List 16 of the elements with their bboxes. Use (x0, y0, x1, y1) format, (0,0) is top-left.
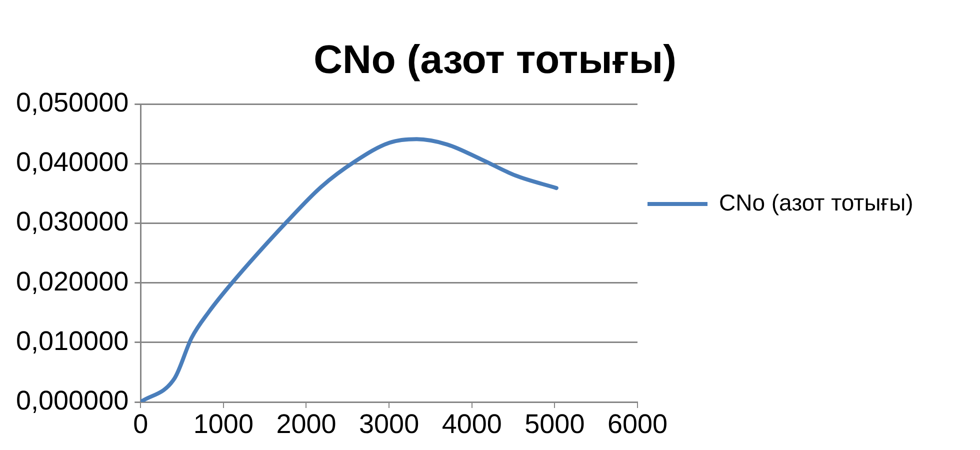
y-tick-label: 0,000000 (16, 385, 129, 416)
x-tick-label: 4000 (442, 408, 502, 439)
x-tick-label: 0 (133, 408, 148, 439)
y-tick-label: 0,050000 (16, 87, 129, 118)
x-tick-label: 3000 (359, 408, 420, 439)
x-tick-label: 2000 (276, 408, 336, 439)
y-tick-label: 0,030000 (16, 206, 129, 237)
chart-title: CNo (азот тотығы) (314, 38, 676, 82)
line-series (140, 137, 558, 402)
y-tick-label: 0,020000 (16, 266, 129, 296)
legend-label: CNo (азот тотығы) (719, 189, 914, 216)
y-tick-label: 0,010000 (16, 326, 129, 356)
y-tick-label: 0,040000 (16, 147, 129, 178)
x-tick-label: 6000 (607, 408, 668, 439)
x-tick-label: 1000 (193, 408, 254, 439)
x-tick-label: 5000 (524, 408, 585, 439)
